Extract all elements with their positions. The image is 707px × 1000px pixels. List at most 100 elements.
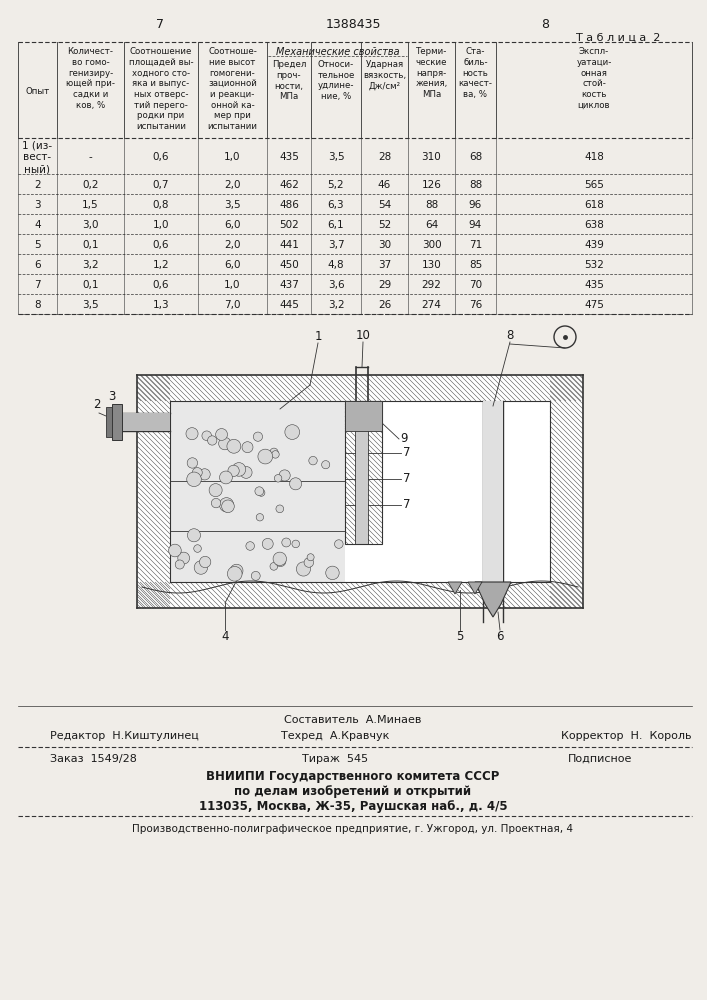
Circle shape: [322, 461, 329, 469]
Circle shape: [199, 469, 210, 480]
Text: 0,6: 0,6: [153, 280, 169, 290]
Text: ВНИИПИ Государственного комитета СССР: ВНИИПИ Государственного комитета СССР: [206, 770, 500, 783]
Text: Производственно-полиграфическое предприятие, г. Ужгород, ул. Проектная, 4: Производственно-полиграфическое предприя…: [132, 824, 573, 834]
Text: 2,0: 2,0: [224, 180, 241, 190]
Text: 274: 274: [421, 300, 441, 310]
Text: 29: 29: [378, 280, 391, 290]
Text: 3,7: 3,7: [327, 240, 344, 250]
Text: 0,1: 0,1: [82, 240, 99, 250]
Bar: [345, 401, 382, 544]
Text: 1,5: 1,5: [82, 200, 99, 210]
Text: 437: 437: [279, 280, 299, 290]
Circle shape: [227, 439, 241, 453]
Circle shape: [218, 437, 231, 450]
Text: 3,5: 3,5: [327, 152, 344, 162]
Text: 1,0: 1,0: [224, 280, 241, 290]
Bar: [345, 401, 382, 431]
Text: 8: 8: [506, 329, 514, 342]
Text: 435: 435: [584, 280, 604, 290]
Circle shape: [256, 514, 264, 521]
Text: Относи-
тельное
удлине-
ние, %: Относи- тельное удлине- ние, %: [317, 60, 355, 101]
Text: 88: 88: [469, 180, 482, 190]
Text: 300: 300: [421, 240, 441, 250]
Polygon shape: [468, 582, 482, 594]
Circle shape: [309, 456, 317, 465]
Circle shape: [255, 487, 264, 496]
Circle shape: [276, 505, 284, 513]
Text: 1,0: 1,0: [153, 220, 169, 230]
Text: 7: 7: [156, 18, 164, 31]
Circle shape: [271, 451, 279, 458]
Circle shape: [177, 552, 189, 564]
Text: Заказ  1549/28: Заказ 1549/28: [50, 754, 137, 764]
Circle shape: [192, 468, 202, 477]
Circle shape: [304, 558, 314, 567]
Text: 486: 486: [279, 200, 299, 210]
Circle shape: [279, 470, 290, 481]
Text: Ста-
биль-
ность
качест-
ва, %: Ста- биль- ность качест- ва, %: [459, 47, 493, 99]
Circle shape: [187, 529, 201, 542]
Bar: [382, 401, 550, 582]
Text: Предел
проч-
ности,
МПа: Предел проч- ности, МПа: [271, 60, 306, 101]
Text: Техред  А.Кравчук: Техред А.Кравчук: [281, 731, 389, 741]
Text: 0,2: 0,2: [82, 180, 99, 190]
Circle shape: [211, 498, 221, 508]
Circle shape: [168, 544, 181, 557]
Text: 85: 85: [469, 260, 482, 270]
Text: Подписное: Подписное: [568, 754, 632, 764]
Text: 3,2: 3,2: [82, 260, 99, 270]
Text: Количест-
во гомо-
генизиру-
ющей при-
садки и
ков, %: Количест- во гомо- генизиру- ющей при- с…: [66, 47, 115, 110]
Circle shape: [209, 484, 222, 497]
Bar: [170, 401, 345, 582]
Circle shape: [219, 498, 233, 512]
Text: 439: 439: [584, 240, 604, 250]
Text: 3,5: 3,5: [224, 200, 241, 210]
Text: 52: 52: [378, 220, 391, 230]
Circle shape: [292, 540, 300, 548]
Circle shape: [274, 475, 282, 482]
Text: 532: 532: [584, 260, 604, 270]
Text: Соотношение
площадей вы-
ходного сто-
яка и выпус-
ных отверс-
тий перего-
родки: Соотношение площадей вы- ходного сто- як…: [129, 47, 193, 131]
Text: Экспл-
уатаци-
онная
стой-
кость
циклов: Экспл- уатаци- онная стой- кость циклов: [576, 47, 612, 110]
Text: 2: 2: [34, 180, 41, 190]
Circle shape: [282, 538, 291, 547]
Text: 5: 5: [456, 630, 464, 643]
Circle shape: [246, 542, 255, 550]
Text: 113035, Москва, Ж-35, Раушская наб., д. 4/5: 113035, Москва, Ж-35, Раушская наб., д. …: [199, 800, 508, 813]
Circle shape: [251, 571, 260, 580]
Text: 37: 37: [378, 260, 391, 270]
Text: 68: 68: [469, 152, 482, 162]
Text: Ударная
вязкость,
Дж/см²: Ударная вязкость, Дж/см²: [363, 60, 406, 91]
Text: 26: 26: [378, 300, 391, 310]
Circle shape: [194, 545, 201, 552]
Text: 8: 8: [34, 300, 41, 310]
Circle shape: [334, 540, 343, 548]
Text: 502: 502: [279, 220, 299, 230]
Text: 54: 54: [378, 200, 391, 210]
Text: 6,3: 6,3: [327, 200, 344, 210]
Bar: [356, 401, 368, 544]
Text: 1,0: 1,0: [224, 152, 241, 162]
Text: 94: 94: [469, 220, 482, 230]
Text: 9: 9: [400, 432, 407, 446]
Text: 292: 292: [421, 280, 441, 290]
Text: 5,2: 5,2: [327, 180, 344, 190]
Text: 310: 310: [421, 152, 441, 162]
Bar: [106, 407, 112, 437]
Text: 5: 5: [34, 240, 41, 250]
Circle shape: [194, 561, 208, 574]
Circle shape: [199, 556, 211, 568]
Text: 0,1: 0,1: [82, 280, 99, 290]
Text: Т а б л и ц а  2: Т а б л и ц а 2: [575, 33, 660, 43]
Text: 0,6: 0,6: [153, 240, 169, 250]
Circle shape: [175, 560, 185, 569]
Text: 96: 96: [469, 200, 482, 210]
Text: 565: 565: [584, 180, 604, 190]
Text: 76: 76: [469, 300, 482, 310]
Text: 3,5: 3,5: [82, 300, 99, 310]
Bar: [112, 404, 122, 440]
Circle shape: [240, 466, 252, 478]
Circle shape: [230, 564, 243, 577]
Circle shape: [307, 554, 314, 561]
Text: 4: 4: [34, 220, 41, 230]
